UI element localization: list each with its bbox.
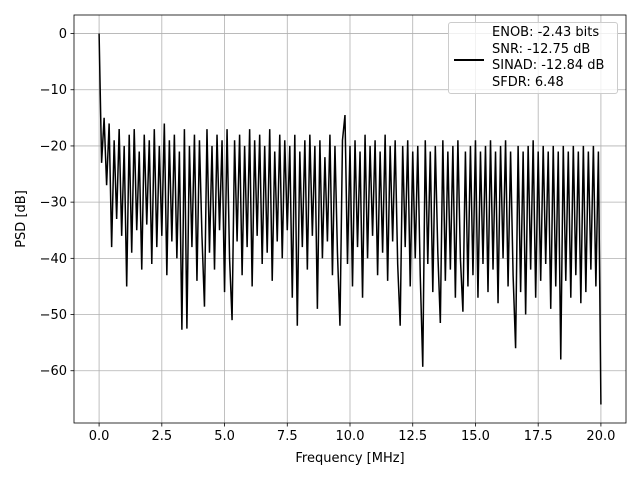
x-axis-label: Frequency [MHz] [295,451,404,466]
y-tick-label: 0 [59,27,67,42]
x-tick-label: 15.0 [461,429,490,444]
legend-line [454,59,484,61]
y-tick-label: −60 [40,364,67,379]
x-tick-label: 10.0 [336,429,365,444]
legend-label: ENOB: -2.43 bits SNR: -12.75 dB SINAD: -… [492,25,605,90]
legend: ENOB: -2.43 bits SNR: -12.75 dB SINAD: -… [448,22,618,94]
x-tick-label: 0.0 [89,429,110,444]
x-tick-label: 5.0 [214,429,235,444]
psd-line [98,33,602,405]
x-tick-label: 2.5 [151,429,172,444]
x-tick-label: 20.0 [586,429,615,444]
y-tick-label: −10 [40,83,67,98]
y-tick-label: −30 [40,196,67,211]
plot-frame [73,14,627,424]
x-tick-label: 12.5 [398,429,427,444]
x-tick-label: 7.5 [277,429,298,444]
y-tick-label: −40 [40,252,67,267]
y-axis-label: PSD [dB] [14,190,29,248]
x-tick-label: 17.5 [524,429,553,444]
y-tick-label: −50 [40,308,67,323]
y-tick-label: −20 [40,139,67,154]
